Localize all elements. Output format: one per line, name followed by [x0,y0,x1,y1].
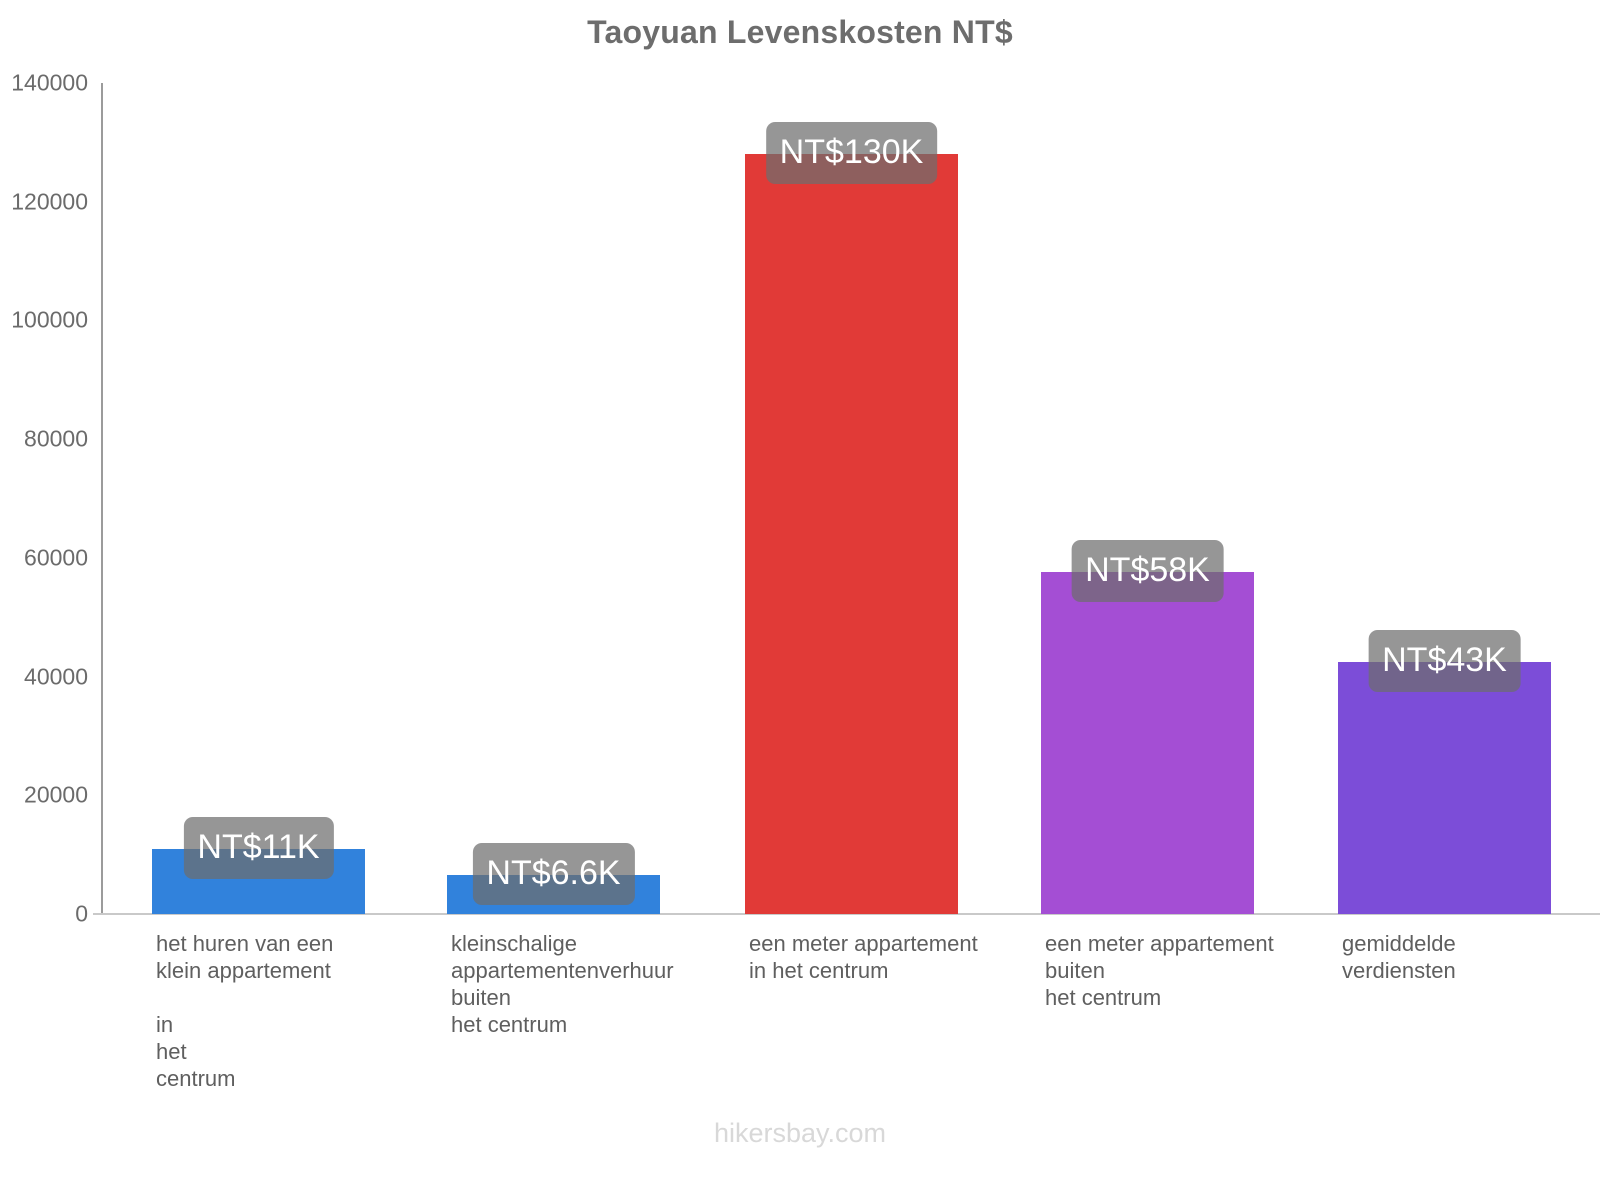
bar[interactable] [1338,662,1551,914]
y-axis-tick-label: 80000 [24,425,88,452]
bar-value-label: NT$6.6K [472,842,635,905]
page-title: Taoyuan Levenskosten NT$ [587,14,1013,50]
x-axis-category-label: het huren van een klein appartement in h… [156,931,334,1091]
x-axis-category-label: een meter appartement in het centrum [749,931,978,983]
y-axis-tick-label: 140000 [11,69,88,96]
y-axis-tick-label: 0 [75,900,88,927]
bar-value-label: NT$43K [1368,630,1521,693]
x-axis-category-label: kleinschalige appartementenverhuur buite… [451,931,674,1037]
bar-value-label: NT$11K [183,816,334,879]
y-axis-tick-label: 40000 [24,663,88,690]
y-axis-tick-label: 120000 [11,188,88,215]
y-axis-tick-label: 100000 [11,306,88,333]
bar[interactable] [1041,572,1254,914]
footer-watermark: hikersbay.com [713,1118,887,1148]
x-axis-category-label: gemiddelde verdiensten [1342,931,1456,983]
plot-area: NT$11K NT$6.6K NT$130K NT$58K NT$43K [101,83,1561,914]
bar-value-label: NT$58K [1071,540,1224,603]
bar-value-label: NT$130K [765,122,938,185]
y-axis-line [101,83,103,914]
x-axis-category-label: een meter appartement buiten het centrum [1045,931,1274,1010]
y-axis-tick-label: 20000 [24,781,88,808]
x-axis-line [93,913,1600,915]
bar[interactable] [745,154,958,914]
y-axis-tick-label: 60000 [24,544,88,571]
